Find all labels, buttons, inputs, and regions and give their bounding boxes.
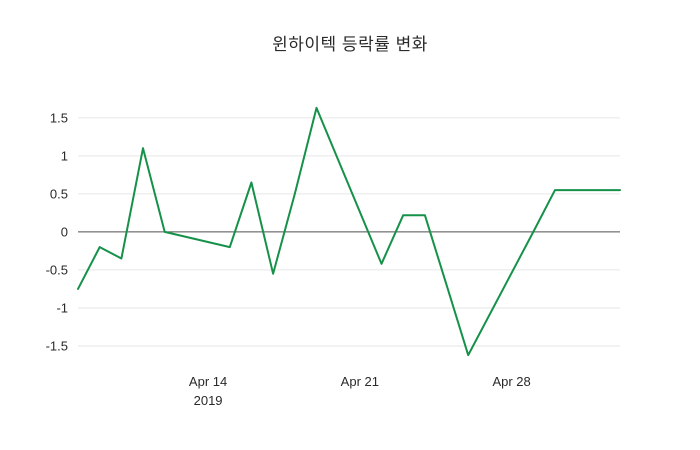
y-axis-tick-label: -1.5 xyxy=(46,338,68,353)
chart-title: 윈하이텍 등락률 변화 xyxy=(272,35,428,54)
y-axis-tick-label: -0.5 xyxy=(46,262,68,277)
price-change-line xyxy=(77,106,621,357)
y-axis-tick-label: 0 xyxy=(61,224,68,239)
x-axis-year-label: 2019 xyxy=(194,393,223,408)
y-axis-tick-label: -1 xyxy=(56,300,68,315)
y-axis-tick-label: 0.5 xyxy=(50,186,68,201)
x-axis-tick-label: Apr 21 xyxy=(341,374,379,389)
x-axis-tick-label: Apr 28 xyxy=(492,374,530,389)
y-axis-tick-label: 1 xyxy=(61,148,68,163)
y-axis-tick-label: 1.5 xyxy=(50,110,68,125)
x-axis-tick-label: Apr 14 xyxy=(189,374,227,389)
